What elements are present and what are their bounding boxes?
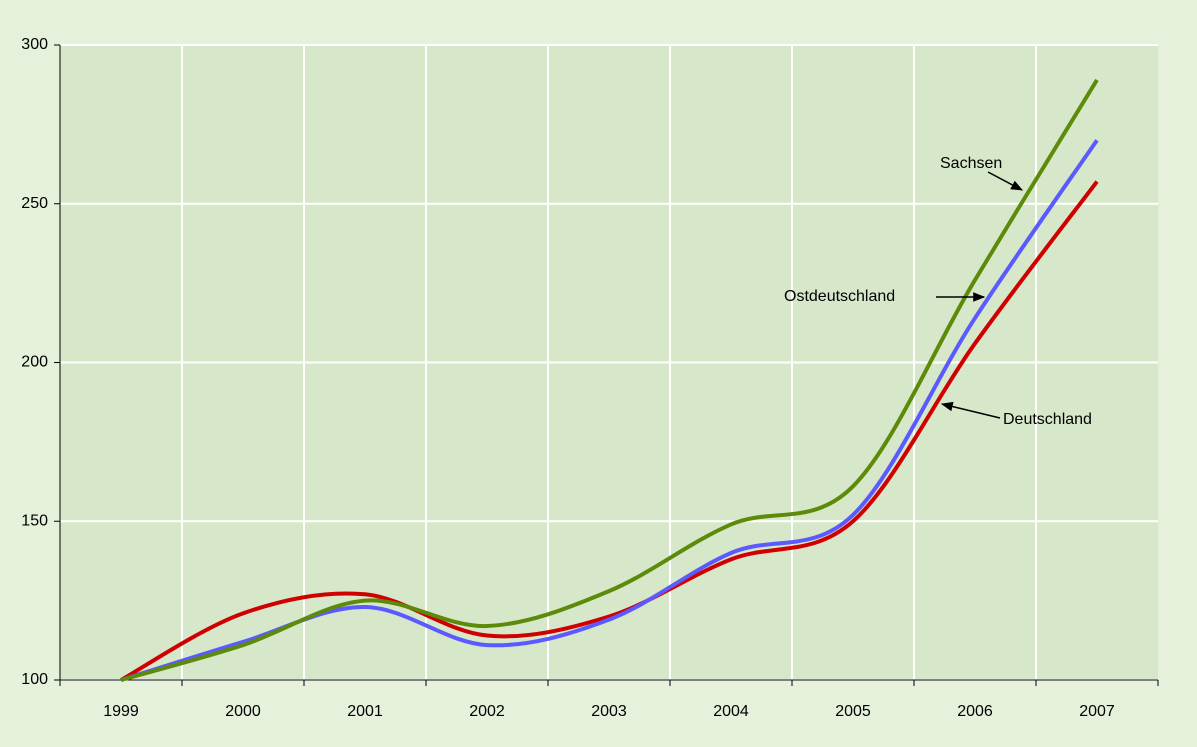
x-tick-label: 2001 xyxy=(347,703,383,720)
x-tick-label: 2004 xyxy=(713,703,749,720)
y-tick-label: 300 xyxy=(21,36,48,53)
annotation: Sachsen xyxy=(940,155,1002,172)
x-tick-label: 2000 xyxy=(225,703,261,720)
line-series xyxy=(120,78,1099,682)
annotation-arrow xyxy=(987,171,1024,191)
y-tick-label: 250 xyxy=(21,195,48,212)
x-tick-label: 2003 xyxy=(591,703,627,720)
annotation: Ostdeutschland xyxy=(784,288,895,305)
y-tick-label: 150 xyxy=(21,512,48,529)
y-tick-label: 200 xyxy=(21,354,48,371)
y-tick-label: 100 xyxy=(21,671,48,688)
x-tick-label: 2006 xyxy=(957,703,993,720)
x-tick-label: 2005 xyxy=(835,703,871,720)
x-tick-label: 1999 xyxy=(103,703,139,720)
x-tick-label: 2002 xyxy=(469,703,505,720)
annotation-arrow xyxy=(940,401,1001,419)
x-tick-label: 2007 xyxy=(1079,703,1115,720)
annotation: Deutschland xyxy=(1003,411,1092,428)
